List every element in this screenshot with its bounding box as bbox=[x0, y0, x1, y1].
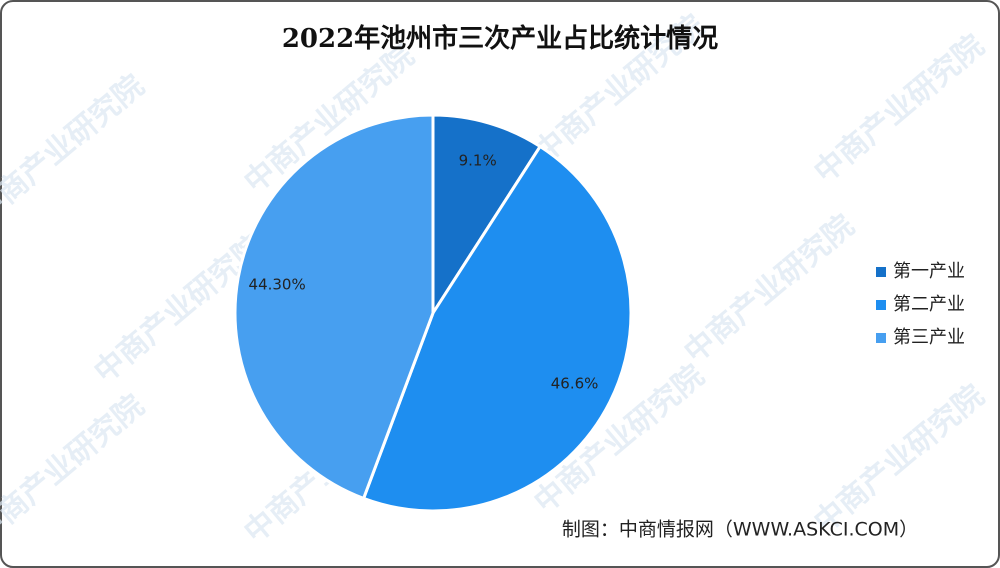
pie-slice bbox=[431, 113, 543, 319]
source: 制图：中商情报网（WWW.ASKCI.COM） bbox=[562, 519, 918, 541]
legend-swatch bbox=[876, 333, 886, 343]
data-label: 9.1% bbox=[459, 152, 497, 170]
pie: 9.1% 46.6% 44.30% bbox=[233, 113, 633, 513]
chart-title: 2022年池州市三次产业占比统计情况 bbox=[282, 23, 718, 54]
data-label: 44.30% bbox=[249, 275, 306, 293]
legend-swatch bbox=[876, 267, 886, 277]
legend-label: 第三产业 bbox=[893, 327, 965, 348]
legend-label: 第一产业 bbox=[893, 261, 965, 282]
pie-slice bbox=[361, 144, 633, 513]
pie-slice bbox=[233, 113, 435, 501]
data-label: 46.6% bbox=[551, 375, 599, 393]
legend-label: 第二产业 bbox=[893, 294, 965, 315]
legend-swatch bbox=[876, 300, 886, 310]
